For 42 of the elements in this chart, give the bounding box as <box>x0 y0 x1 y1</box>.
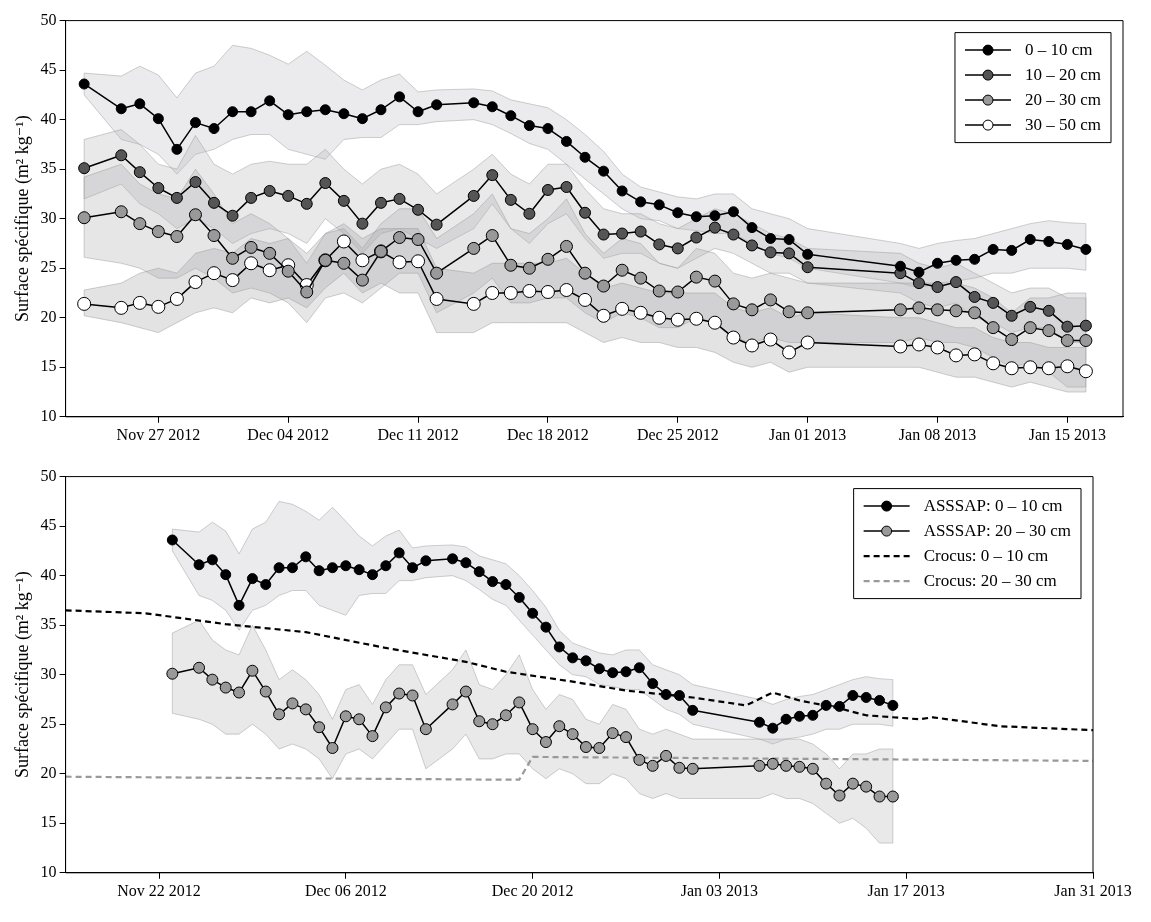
y-tick-label: 15 <box>40 357 57 375</box>
x-tick-label: Dec 20 2012 <box>491 881 574 899</box>
x-tick-label: Dec 11 2012 <box>377 425 459 443</box>
x-tick-label: Jan 03 2013 <box>680 881 759 899</box>
y-tick-label: 30 <box>40 664 57 682</box>
x-tick-label: Dec 04 2012 <box>247 425 330 443</box>
y-tick-label: 45 <box>40 60 57 78</box>
y-tick-label: 25 <box>40 258 57 276</box>
x-tick-label: Nov 27 2012 <box>116 425 201 443</box>
y-tick-label: 50 <box>40 10 57 28</box>
y-tick-label: 50 <box>40 466 57 484</box>
legend-label: 0 – 10 cm <box>1024 39 1093 59</box>
y-tick-label: 20 <box>40 307 57 325</box>
legend-label: Crocus: 20 – 30 cm <box>923 570 1057 590</box>
legend-label: 30 – 50 cm <box>1024 114 1102 134</box>
x-tick-label: Nov 22 2012 <box>117 881 201 899</box>
y-tick-label: 20 <box>40 763 57 781</box>
y-tick-label: 25 <box>40 714 57 732</box>
x-tick-label: Dec 06 2012 <box>304 881 387 899</box>
y-axis-title: Surface spécifique (m² kg⁻¹) <box>11 115 33 323</box>
x-tick-label: Jan 08 2013 <box>898 425 977 443</box>
x-tick-label: Jan 15 2013 <box>1028 425 1107 443</box>
x-tick-label: Jan 31 2013 <box>1054 881 1132 899</box>
x-tick-label: Jan 01 2013 <box>768 425 847 443</box>
y-tick-label: 30 <box>40 208 57 226</box>
y-axis-title: Surface spécifique (m² kg⁻¹) <box>11 571 33 779</box>
legend-label: 10 – 20 cm <box>1024 64 1102 84</box>
y-tick-label: 15 <box>40 813 57 831</box>
x-tick-label: Dec 25 2012 <box>636 425 719 443</box>
legend-label: 20 – 30 cm <box>1024 89 1102 109</box>
y-tick-label: 35 <box>40 159 57 177</box>
y-tick-label: 35 <box>40 615 57 633</box>
legend-label: ASSSAP: 20 – 30 cm <box>923 520 1072 540</box>
x-tick-label: Jan 17 2013 <box>867 881 945 899</box>
y-tick-label: 10 <box>40 863 57 880</box>
y-tick-label: 45 <box>40 516 57 534</box>
y-tick-label: 40 <box>40 565 57 583</box>
y-tick-label: 10 <box>40 407 57 424</box>
legend-label: Crocus: 0 – 10 cm <box>923 545 1049 565</box>
y-tick-label: 40 <box>40 109 57 127</box>
legend-label: ASSSAP: 0 – 10 cm <box>923 495 1063 515</box>
x-tick-label: Dec 18 2012 <box>507 425 589 443</box>
